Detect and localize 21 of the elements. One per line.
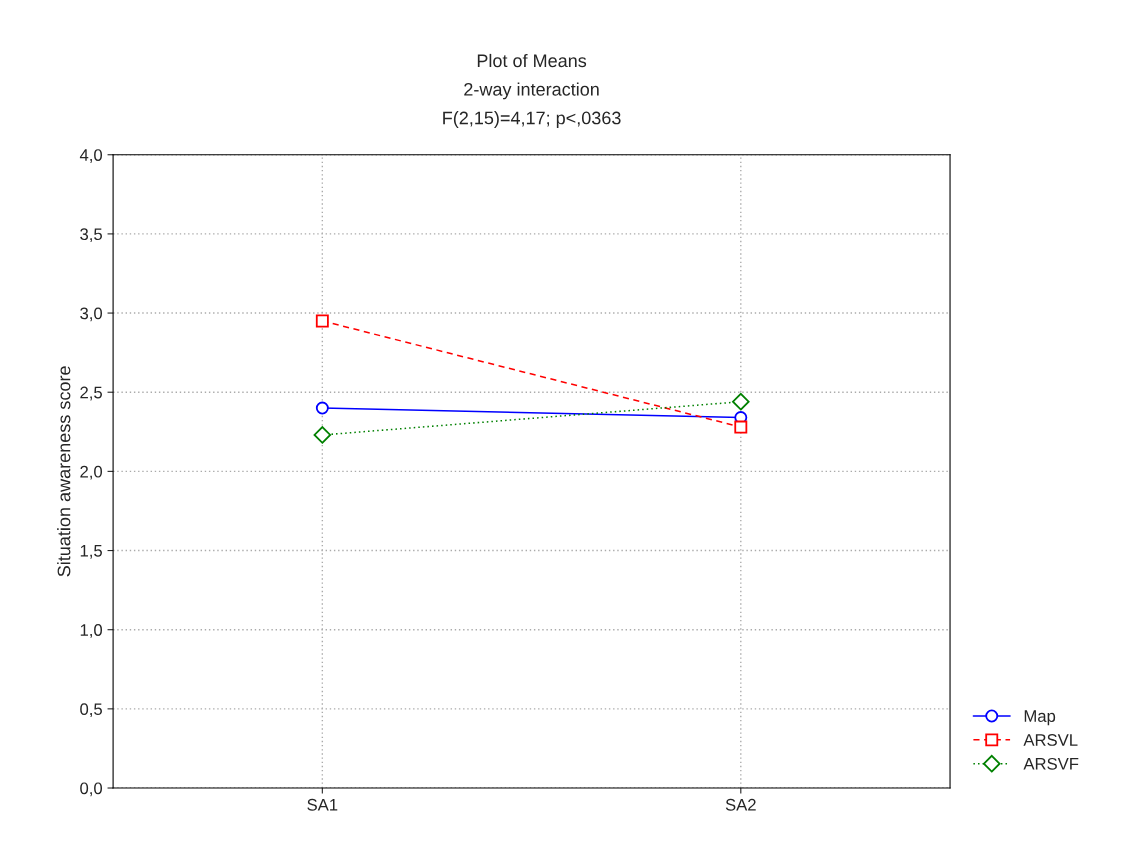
point: [732, 392, 750, 411]
y-tick-label: 3,5: [80, 228, 102, 243]
y-tick-label: 1,5: [80, 545, 102, 559]
legend-label: ARSVL: [1023, 734, 1078, 746]
y-axis-title: Situation awareness score: [57, 366, 71, 577]
y-tick-label: 2,5: [80, 386, 102, 401]
y-tick-label: 0,5: [80, 703, 102, 718]
point: [315, 314, 329, 328]
point: [734, 420, 748, 434]
x-tick-label: SA1: [307, 798, 338, 811]
point: [313, 426, 332, 444]
chart-title: Plot of Means 2-way interaction F(2,15)=4,17; p<,0363: [443, 53, 621, 128]
y-tick-label: 0,0: [80, 782, 103, 797]
y-tick-label: 4,0: [79, 149, 103, 163]
point: [315, 401, 329, 415]
y-tick-label: 1,0: [80, 624, 103, 638]
legend-label: Map: [1024, 710, 1056, 726]
x-tick-label: SA2: [725, 798, 756, 811]
y-tick-label: 2,0: [80, 465, 103, 480]
legend-label: ARSVF: [1023, 757, 1079, 770]
y-tick-label: 3,0: [80, 307, 103, 322]
